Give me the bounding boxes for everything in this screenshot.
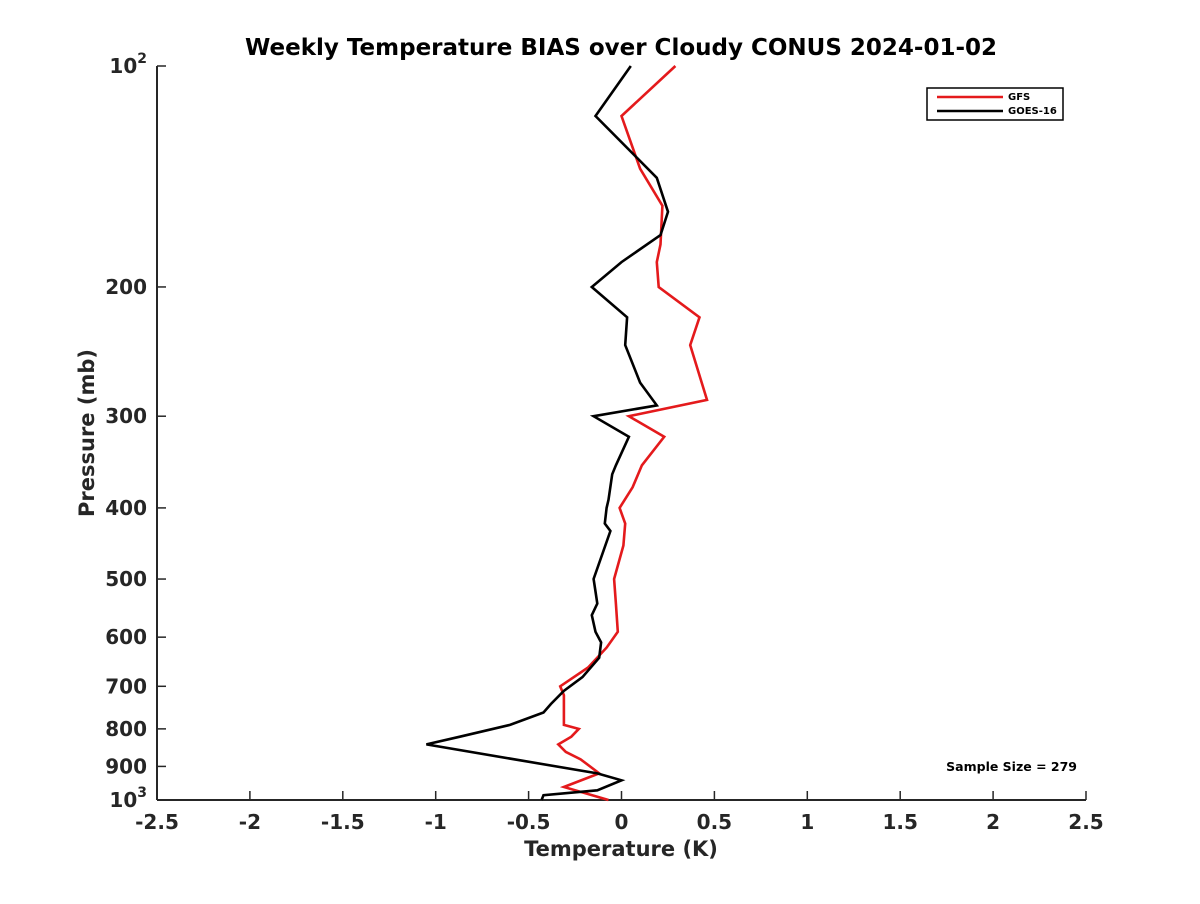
x-tick-label: -1.5: [321, 810, 365, 834]
y-tick-base: 500: [105, 567, 147, 591]
x-tick-label: -0.5: [507, 810, 551, 834]
y-tick-label: 900: [105, 754, 147, 778]
x-tick-label: 2: [986, 810, 1000, 834]
y-tick-exponent: 2: [137, 51, 147, 67]
y-tick-base: 300: [105, 404, 147, 428]
x-tick-label: 2.5: [1068, 810, 1103, 834]
y-tick-label: 102: [109, 51, 147, 78]
y-tick-label: 300: [105, 404, 147, 428]
y-tick-base: 10: [109, 788, 137, 812]
y-axis-label: Pressure (mb): [75, 349, 99, 517]
y-tick-label: 500: [105, 567, 147, 591]
legend: GFS GOES-16: [926, 87, 1064, 121]
y-tick-base: 600: [105, 625, 147, 649]
series-layer: [426, 65, 709, 802]
y-tick-base: 800: [105, 717, 147, 741]
x-tick-label: 1: [800, 810, 814, 834]
x-tick-label: -1: [425, 810, 447, 834]
y-tick-base: 400: [105, 496, 147, 520]
y-tick-label: 800: [105, 717, 147, 741]
x-tick-label: 0: [615, 810, 629, 834]
y-tick-label: 103: [109, 785, 147, 812]
x-tick-label: -2.5: [135, 810, 179, 834]
legend-label-gfs: GFS: [1008, 92, 1030, 103]
chart-title: Weekly Temperature BIAS over Cloudy CONU…: [245, 35, 997, 61]
x-tick-label: -2: [239, 810, 261, 834]
y-tick-base: 200: [105, 275, 147, 299]
x-tick-label: 1.5: [882, 810, 917, 834]
sample-size-annotation: Sample Size = 279: [946, 759, 1077, 774]
y-tick-base: 700: [105, 674, 147, 698]
series-line-gfs: [556, 65, 709, 802]
y-tick-label: 400: [105, 496, 147, 520]
y-tick-base: 10: [109, 54, 137, 78]
y-tick-label: 200: [105, 275, 147, 299]
legend-box: [926, 87, 1064, 121]
y-tick-label: 700: [105, 674, 147, 698]
x-tick-label: 0.5: [697, 810, 732, 834]
x-axis-label: Temperature (K): [524, 837, 718, 861]
y-tick-label: 600: [105, 625, 147, 649]
series-line-goes16: [426, 65, 670, 801]
x-ticks: -2.5 -2 -1.5 -1 -0.5 0 0.5 1 1.5 2 2.5: [135, 791, 1104, 834]
y-tick-base: 900: [105, 754, 147, 778]
y-tick-exponent: 3: [137, 785, 147, 801]
legend-label-goes16: GOES-16: [1008, 106, 1057, 117]
